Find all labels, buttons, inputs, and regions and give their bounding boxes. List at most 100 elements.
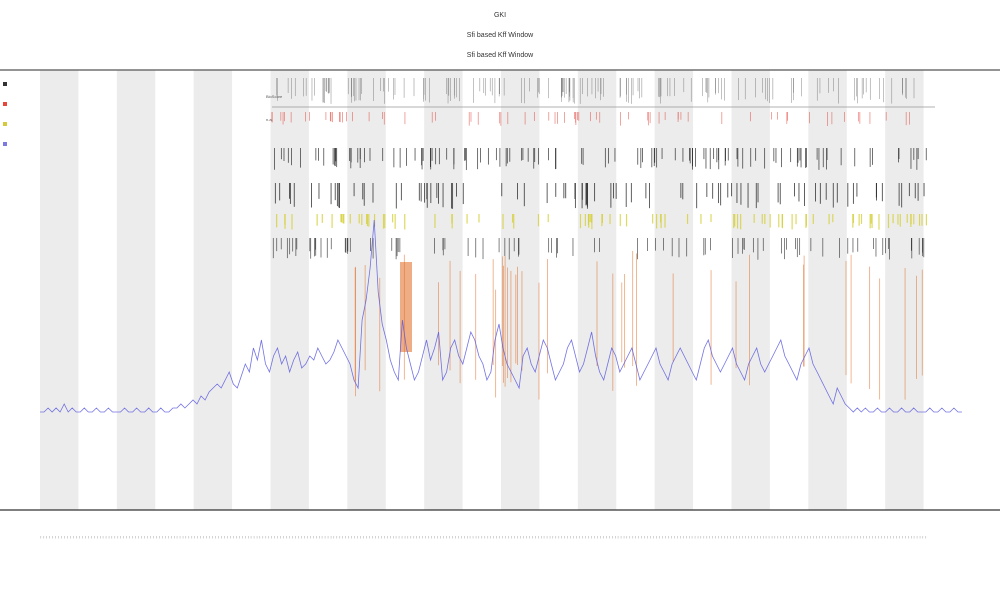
x-tick-label: |	[525, 535, 527, 539]
alternating-bands	[40, 70, 924, 510]
x-tick-label: |	[289, 535, 291, 539]
x-tick-label: |	[567, 535, 569, 539]
x-tick-label: |	[827, 535, 829, 539]
x-tick-label: |	[801, 535, 803, 539]
x-tick-label: |	[815, 535, 817, 539]
x-tick-label: |	[564, 535, 566, 539]
title-line-2: Sfi based Kff Window	[467, 32, 534, 39]
band-0	[40, 70, 79, 510]
x-tick-label: |	[901, 535, 903, 539]
x-tick-label: |	[913, 535, 915, 539]
x-tick-label: |	[372, 535, 374, 539]
x-tick-label: |	[798, 535, 800, 539]
x-tick-label: |	[620, 535, 622, 539]
x-tick-label: |	[235, 535, 237, 539]
x-tick-label: |	[280, 535, 282, 539]
x-tick-label: |	[493, 535, 495, 539]
x-tick-label: |	[670, 535, 672, 539]
x-tick-label: |	[271, 535, 273, 539]
x-tick-label: |	[549, 535, 551, 539]
x-tick-label: |	[407, 535, 409, 539]
x-tick-label: |	[611, 535, 613, 539]
x-tick-label: |	[194, 535, 196, 539]
title-line-3: Sfi based Kff Window	[467, 52, 534, 59]
legend-swatch-3	[3, 142, 7, 146]
band-4	[193, 70, 233, 510]
x-tick-label: |	[573, 535, 575, 539]
x-tick-label: |	[167, 535, 169, 539]
x-tick-label: |	[324, 535, 326, 539]
x-tick-label: |	[277, 535, 279, 539]
band-12	[501, 70, 540, 510]
x-tick-label: |	[502, 535, 504, 539]
x-tick-label: |	[715, 535, 717, 539]
x-tick-label: |	[108, 535, 110, 539]
x-tick-label: |	[466, 535, 468, 539]
x-tick-label: |	[147, 535, 149, 539]
x-tick-label: |	[40, 535, 42, 539]
x-tick-label: |	[268, 535, 270, 539]
x-tick-label: |	[84, 535, 86, 539]
x-tick-label: |	[321, 535, 323, 539]
x-tick-label: |	[593, 535, 595, 539]
annotation-tracks	[271, 78, 935, 400]
x-tick-label: |	[774, 535, 776, 539]
x-tick-label: |	[191, 535, 193, 539]
x-tick-label: |	[377, 535, 379, 539]
x-tick-label: |	[765, 535, 767, 539]
x-tick-label: |	[132, 535, 134, 539]
x-tick-label: |	[736, 535, 738, 539]
x-tick-label: |	[197, 535, 199, 539]
x-tick-label: |	[780, 535, 782, 539]
x-tick-label: |	[238, 535, 240, 539]
x-tick-label: |	[608, 535, 610, 539]
x-tick-label: |	[141, 535, 143, 539]
x-tick-label: |	[380, 535, 382, 539]
x-tick-label: |	[741, 535, 743, 539]
x-tick-label: |	[685, 535, 687, 539]
band-20	[808, 70, 847, 510]
legend	[3, 82, 7, 146]
x-tick-label: |	[295, 535, 297, 539]
x-tick-label: |	[697, 535, 699, 539]
x-tick-label: |	[440, 535, 442, 539]
x-tick-label: |	[448, 535, 450, 539]
x-tick-label: |	[300, 535, 302, 539]
x-tick-label: |	[582, 535, 584, 539]
x-tick-label: |	[656, 535, 658, 539]
x-tick-label: |	[99, 535, 101, 539]
x-tick-label: |	[576, 535, 578, 539]
x-tick-label: |	[813, 535, 815, 539]
x-tick-label: |	[854, 535, 856, 539]
x-tick-label: |	[552, 535, 554, 539]
x-tick-label: |	[90, 535, 92, 539]
x-tick-label: |	[662, 535, 664, 539]
x-tick-label: |	[810, 535, 812, 539]
x-tick-label: |	[188, 535, 190, 539]
x-tick-label: |	[919, 535, 921, 539]
x-tick-label: |	[617, 535, 619, 539]
x-tick-label: |	[259, 535, 261, 539]
x-tick-label: |	[596, 535, 598, 539]
x-tick-label: |	[706, 535, 708, 539]
x-tick-label: |	[534, 535, 536, 539]
x-tick-label: |	[392, 535, 394, 539]
x-tick-label: |	[212, 535, 214, 539]
x-tick-label: |	[469, 535, 471, 539]
x-tick-label: |	[150, 535, 152, 539]
x-tick-label: |	[907, 535, 909, 539]
x-tick-label: |	[114, 535, 116, 539]
x-tick-label: |	[869, 535, 871, 539]
x-tick-label: |	[215, 535, 217, 539]
x-tick-label: |	[824, 535, 826, 539]
x-tick-label: |	[357, 535, 359, 539]
x-tick-label: |	[176, 535, 178, 539]
x-tick-label: |	[724, 535, 726, 539]
x-tick-label: |	[753, 535, 755, 539]
x-tick-label: |	[836, 535, 838, 539]
x-tick-label: |	[170, 535, 172, 539]
band-18	[731, 70, 770, 510]
x-tick-label: |	[842, 535, 844, 539]
x-tick-label: |	[653, 535, 655, 539]
x-tick-label: |	[860, 535, 862, 539]
